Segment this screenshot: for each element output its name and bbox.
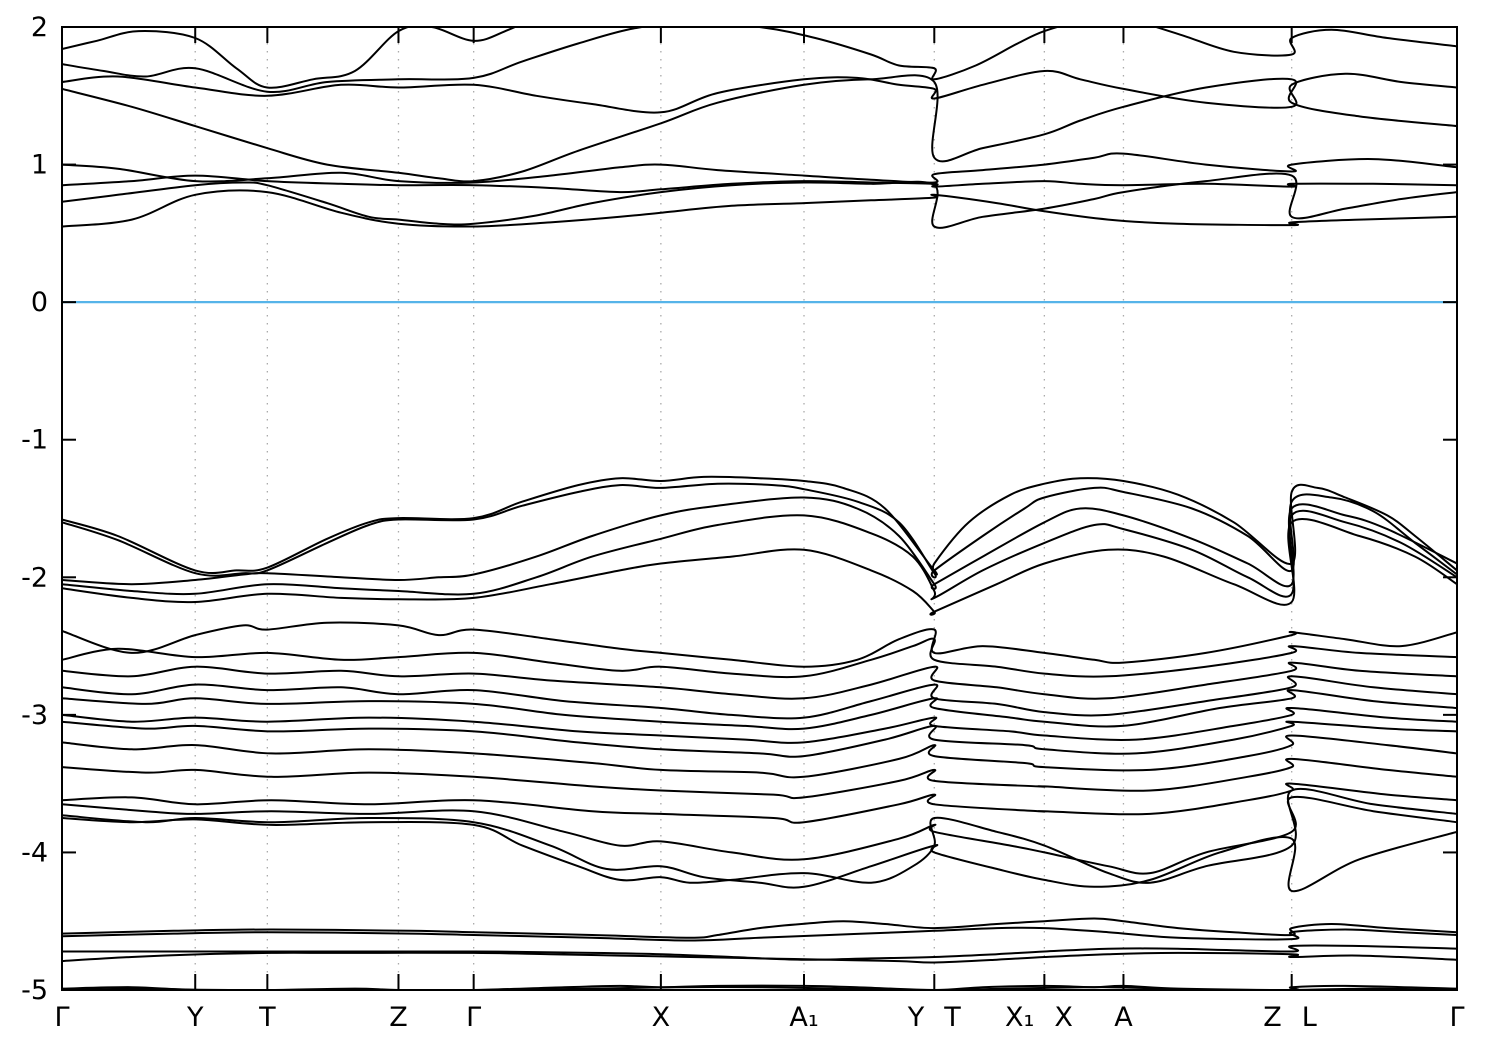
band-curve [62, 496, 1457, 590]
k-tick-label: Z [389, 1002, 408, 1033]
band-curve [62, 986, 1457, 990]
band-curve [62, 814, 1457, 893]
k-tick-label: X [1054, 1002, 1073, 1033]
k-tick-label: A [1114, 1002, 1133, 1033]
y-tick-label: 0 [31, 287, 48, 318]
k-tick-label: Y [907, 1002, 925, 1033]
band-curve [62, 926, 1457, 942]
band-curve [62, 517, 1457, 616]
band-curve [62, 174, 1457, 194]
k-tick-label: T [258, 1002, 276, 1033]
band-curve [62, 720, 1457, 758]
y-tick-label: -5 [21, 975, 48, 1006]
band-curve [62, 509, 1457, 601]
band-curve [62, 189, 1457, 228]
band-curve [62, 734, 1457, 779]
band-curve [62, 951, 1457, 964]
band-curve [62, 475, 1457, 576]
k-tick-label: Z [1263, 1002, 1282, 1033]
k-tick-label: Γ [1449, 1002, 1464, 1033]
band-curve [62, 675, 1457, 720]
k-tick-label: Γ [54, 1002, 69, 1033]
band-curve [62, 74, 1457, 183]
y-tick-label: -2 [21, 562, 48, 593]
y-tick-label: 1 [31, 150, 48, 181]
band-curve [62, 782, 1457, 824]
band-curve [62, 917, 1457, 939]
band-curve [62, 689, 1457, 731]
band-curve [62, 706, 1457, 744]
band-curve [62, 757, 1457, 800]
band-curve [62, 482, 1457, 579]
y-tick-label: 2 [31, 12, 48, 43]
k-tick-label: Γ [466, 1002, 481, 1033]
bands-layer [62, 27, 1457, 990]
k-tick-label: L [1302, 1002, 1317, 1033]
band-curve [62, 27, 1457, 94]
band-curve [62, 621, 1457, 668]
y-tick-label: -4 [21, 837, 48, 868]
k-tick-label: X [652, 1002, 671, 1033]
band-curve [62, 944, 1457, 961]
band-curve [62, 152, 1457, 184]
y-tick-label: -1 [21, 425, 48, 456]
band-curve [62, 661, 1457, 700]
k-tick-label: T [943, 1002, 961, 1033]
band-curve [62, 787, 1457, 884]
band-curve [62, 795, 1457, 875]
y-tick-label: -3 [21, 700, 48, 731]
plot-frame [61, 26, 1458, 991]
k-tick-label: X₁ [1005, 1002, 1034, 1033]
k-tick-label: Y [186, 1002, 204, 1033]
band-curve [62, 172, 1457, 229]
band-curve [62, 637, 1457, 679]
k-tick-label: A₁ [789, 1002, 818, 1033]
